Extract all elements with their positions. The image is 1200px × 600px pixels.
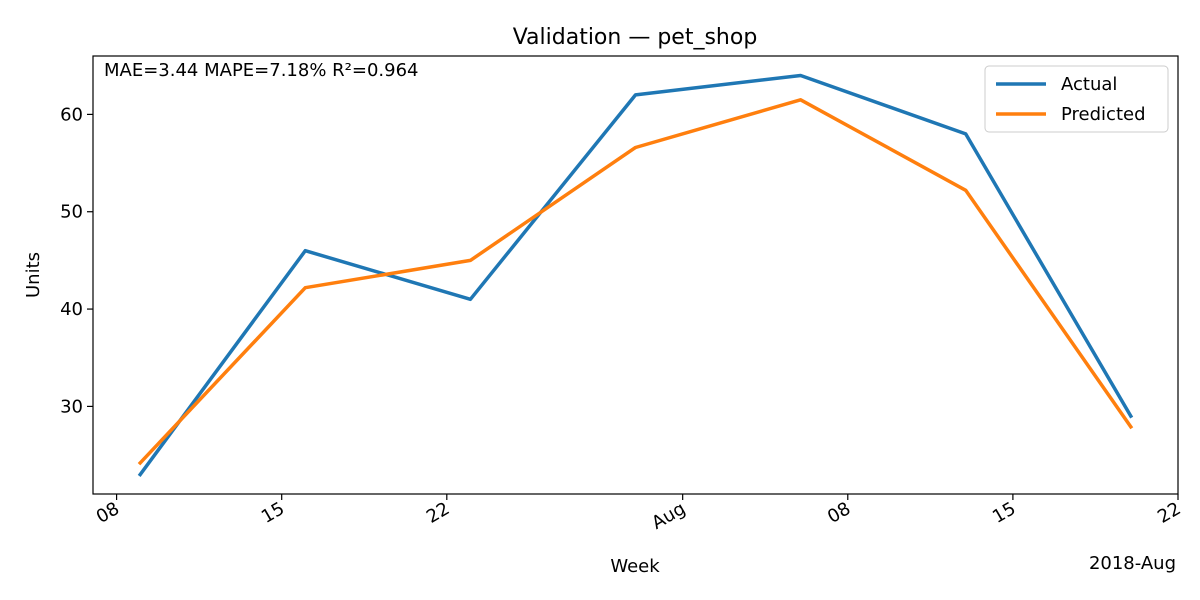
y-axis-label: Units — [23, 252, 44, 298]
y-tick-label: 40 — [60, 299, 83, 320]
y-tick-label: 60 — [60, 104, 83, 125]
legend: Actual Predicted — [984, 65, 1169, 133]
legend-label-predicted: Predicted — [1061, 104, 1146, 125]
y-tick-label: 50 — [60, 202, 83, 223]
plot-frame — [92, 55, 1179, 495]
legend-label-actual: Actual — [1061, 74, 1117, 95]
x-axis-corner-label: 2018-Aug — [1089, 553, 1176, 574]
y-tick-label: 30 — [60, 396, 83, 417]
metrics-annotation: MAE=3.44 MAPE=7.18% R²=0.964 — [104, 60, 419, 81]
x-axis-label: Week — [610, 556, 660, 577]
plot-area — [137, 73, 1134, 477]
chart-title: Validation — pet_shop — [513, 25, 758, 50]
